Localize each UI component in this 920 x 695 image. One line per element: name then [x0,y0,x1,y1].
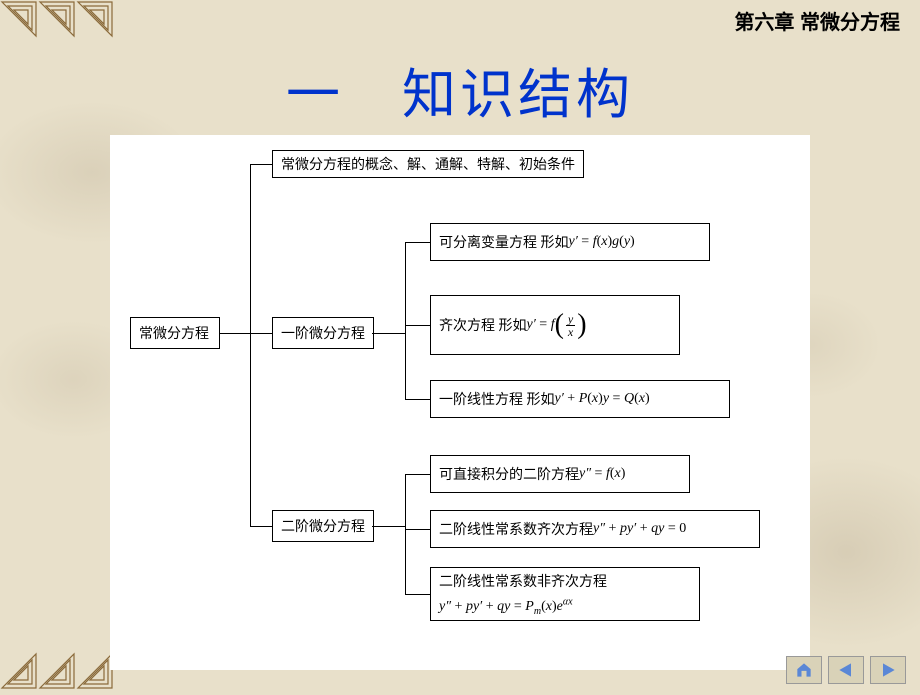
nav-buttons [786,656,906,684]
node-lin2non: 二阶线性常系数非齐次方程y″ + py′ + qy = Pm(x)eαx [430,567,700,621]
structure-diagram: 常微分方程 常微分方程的概念、解、通解、特解、初始条件一阶微分方程二阶微分方程 可分… [110,135,810,670]
nav-prev-button[interactable] [828,656,864,684]
node-lin1: 一阶线性方程 形如 y′ + P(x)y = Q(x) [430,380,730,418]
nav-home-button[interactable] [786,656,822,684]
node-homo: 齐次方程 形如 y′ = f(yx) [430,295,680,355]
next-icon [878,660,898,680]
page-title: 一 知识结构 [0,50,920,129]
node-second: 二阶微分方程 [272,510,374,542]
chapter-header: 第六章 常微分方程 [734,6,900,35]
node-concepts: 常微分方程的概念、解、通解、特解、初始条件 [272,150,584,178]
node-root: 常微分方程 [130,317,220,349]
nav-next-button[interactable] [870,656,906,684]
home-icon [794,660,814,680]
node-sep: 可分离变量方程 形如 y′ = f(x)g(y) [430,223,710,261]
prev-icon [836,660,856,680]
node-direct: 可直接积分的二阶方程 y″ = f(x) [430,455,690,493]
node-lin2homo: 二阶线性常系数齐次方程 y″ + py′ + qy = 0 [430,510,760,548]
node-first: 一阶微分方程 [272,317,374,349]
